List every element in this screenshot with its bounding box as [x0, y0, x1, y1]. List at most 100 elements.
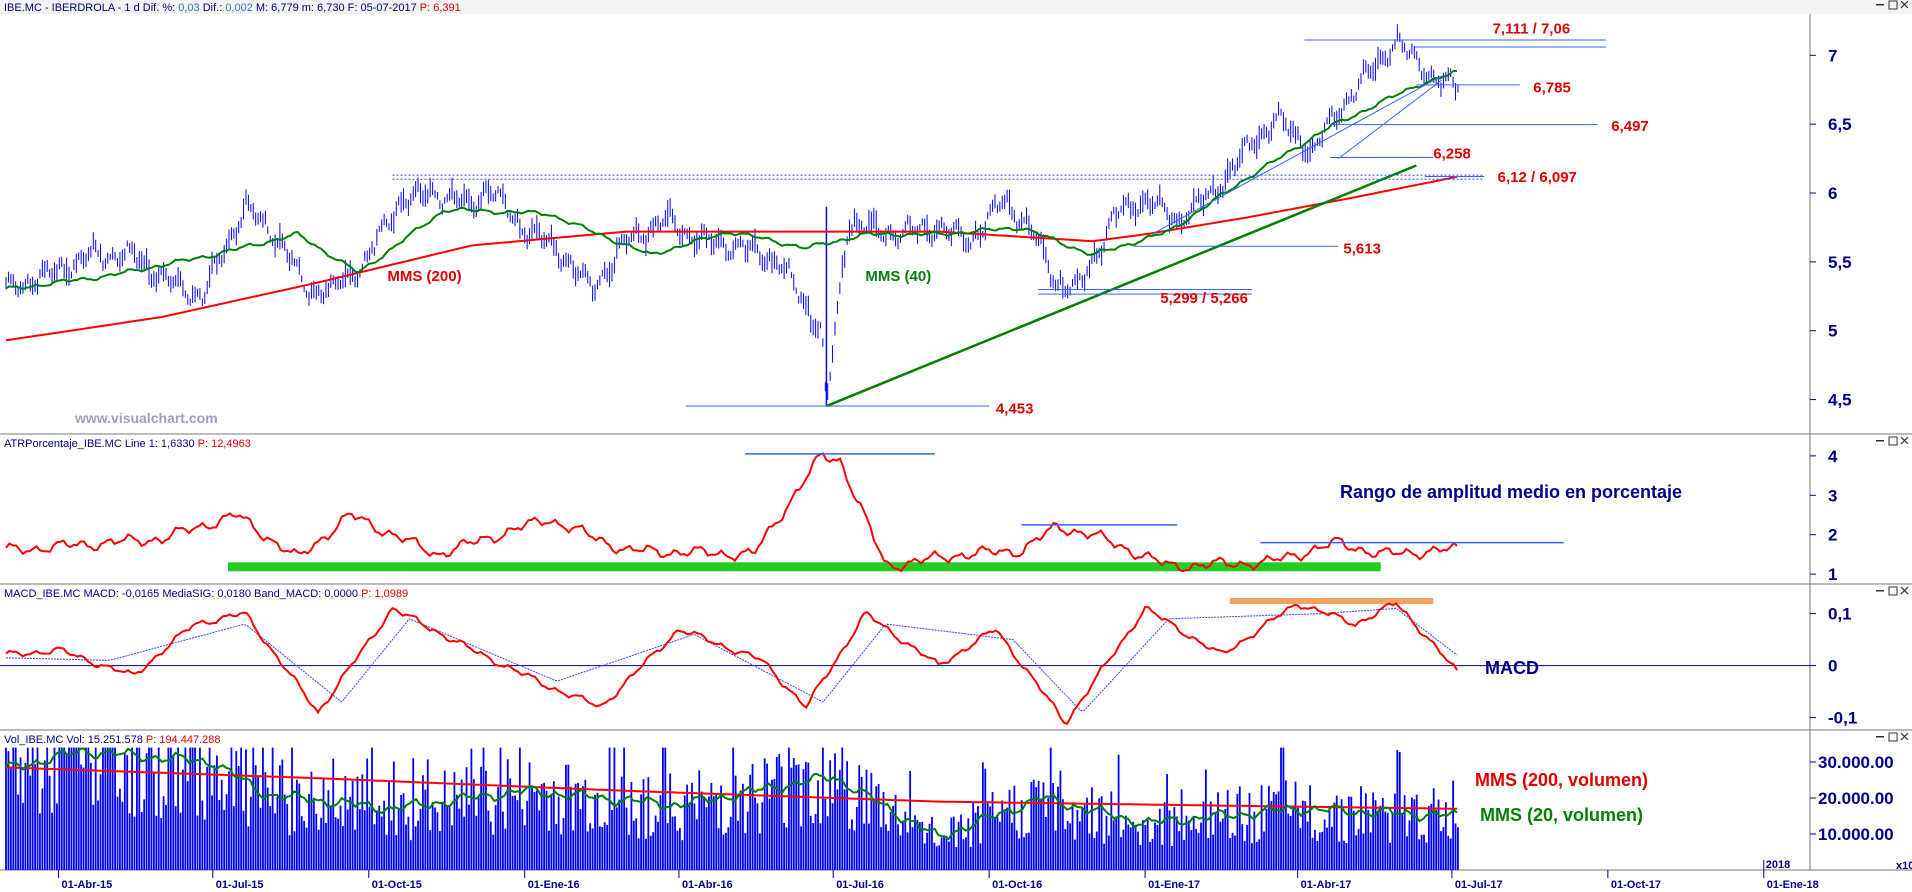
volume-bar [121, 801, 124, 870]
volume-bar [1444, 802, 1447, 870]
volume-bar [1423, 834, 1425, 870]
volume-bar [116, 796, 119, 870]
x-tick-label: 01-Abr-16 [682, 879, 733, 891]
header-part: IBE.MC - IBERDROLA - 1 d Dif. %: [4, 2, 178, 14]
volume-bar [131, 747, 133, 870]
volume-bar [894, 794, 897, 870]
volume-bar [237, 765, 240, 870]
volume-bar [262, 747, 264, 870]
volume-bar [1415, 794, 1418, 870]
header-part: P: 194.447.288 [146, 734, 221, 746]
volume-bar [1289, 815, 1292, 870]
volume-bar [1234, 835, 1236, 870]
volume-bar [1047, 797, 1050, 870]
volume-bar [1316, 840, 1319, 870]
volume-bar [1207, 837, 1210, 870]
volume-bar [577, 782, 579, 870]
volume-bar [1049, 747, 1052, 870]
volume-bar [458, 808, 461, 870]
volume-bar [875, 786, 878, 870]
volume-bar [24, 762, 27, 870]
volume-bar [584, 779, 587, 870]
volume-bar [412, 758, 415, 870]
volume-bar [186, 781, 189, 870]
volume-bar [1258, 839, 1261, 870]
volume-bar [477, 797, 480, 870]
volume-bar [1081, 807, 1084, 870]
volume-bar [135, 747, 138, 870]
volume-bar [1246, 824, 1248, 870]
volume-bar [22, 802, 24, 870]
volume-bar [191, 747, 194, 870]
volume-bar [1078, 821, 1081, 870]
volume-bar [1410, 797, 1413, 870]
volume-bar [732, 747, 735, 870]
volume-bar [901, 820, 904, 870]
volume-bar [36, 747, 39, 870]
maximize-icon [1888, 0, 1898, 10]
volume-bar [245, 749, 247, 870]
volume-bar [574, 783, 577, 870]
volume-bar [1020, 800, 1023, 870]
volume-bar [283, 794, 286, 870]
volume-bar [288, 835, 291, 870]
close-icon [1900, 436, 1909, 445]
header-part: P: 1,0989 [361, 588, 408, 600]
volume-bar [514, 795, 516, 870]
volume-bar [1124, 815, 1127, 870]
volume-bar [884, 824, 887, 870]
volume-bar [87, 747, 90, 870]
volume-bar [712, 796, 715, 870]
volume-bar [734, 775, 737, 870]
volume-bar [831, 803, 834, 870]
volume-bar [1260, 785, 1263, 870]
volume-bar [977, 806, 979, 870]
volume-bar [615, 807, 618, 870]
volume-bar [271, 747, 274, 870]
volume-bar [1219, 821, 1222, 870]
volume-bar [211, 795, 213, 870]
volume-bar [676, 830, 679, 870]
volume-bar [114, 747, 116, 870]
volume-bar [1389, 842, 1391, 870]
volume-bar [189, 747, 192, 870]
volume-bar [637, 838, 640, 870]
volume-bar [751, 764, 754, 870]
header-part: M: 6,779 m: 6,730 F: 05-07-2017 [253, 2, 420, 14]
volume-bar [1023, 837, 1025, 870]
volume-bar [962, 839, 965, 870]
volume-bar [1267, 786, 1270, 870]
volume-bar [143, 799, 146, 870]
volume-bar [385, 834, 388, 870]
volume-bar [1403, 795, 1406, 870]
volume-bar [400, 794, 403, 870]
volume-bar [509, 778, 512, 870]
volume-bar [429, 830, 432, 870]
level-label: 7,111 / 7,06 [1493, 20, 1571, 37]
volume-bar [453, 772, 456, 870]
volume-bar [303, 820, 306, 870]
header-part: P: 6,391 [420, 2, 461, 14]
volume-bar [487, 810, 490, 870]
volume-bar [1420, 834, 1423, 870]
volume-bar [625, 807, 628, 870]
volume-bar [938, 845, 941, 870]
volume-bar [889, 812, 892, 870]
volume-bar [145, 753, 148, 870]
volume-bar [172, 754, 175, 870]
volume-bar [528, 762, 531, 870]
volume-bar [1406, 836, 1408, 870]
volume-bar [1001, 800, 1004, 870]
volume-bar [29, 775, 32, 870]
volume-bar [557, 796, 560, 870]
volume-bar [56, 803, 58, 870]
volume-bar [1394, 793, 1396, 870]
volume-bar [182, 769, 184, 870]
volume-bar [1120, 837, 1122, 870]
volume-bar [199, 747, 201, 870]
volume-bar [1091, 787, 1093, 870]
volume-bar [812, 823, 815, 870]
volume-bar [601, 827, 604, 870]
macd-y-tick-label: 0 [1828, 657, 1837, 676]
volume-bar [1129, 827, 1132, 870]
